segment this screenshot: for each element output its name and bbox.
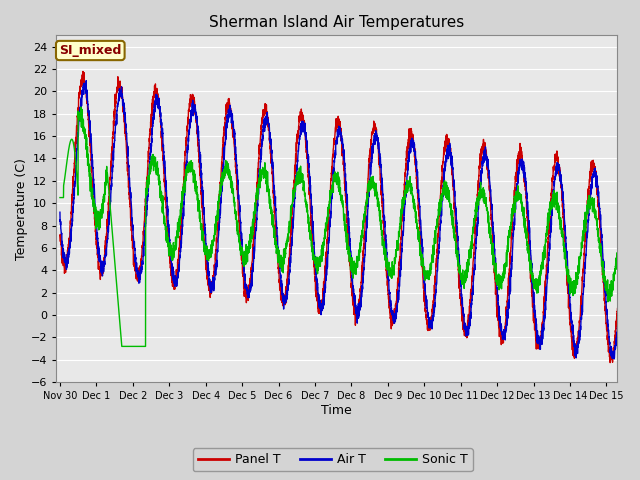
Title: Sherman Island Air Temperatures: Sherman Island Air Temperatures — [209, 15, 465, 30]
Sonic T — [56, 195, 64, 201]
Legend: Panel T, Air T, Sonic T: Panel T, Air T, Sonic T — [193, 448, 473, 471]
Panel T — [56, 232, 64, 238]
Sonic T — [298, 179, 306, 184]
Line: Air T: Air T — [60, 81, 625, 359]
Sonic T — [118, 344, 125, 349]
Sonic T — [575, 260, 583, 265]
Sonic T — [621, 209, 628, 215]
Panel T — [294, 136, 301, 142]
X-axis label: Time: Time — [321, 404, 352, 417]
Sonic T — [467, 243, 474, 249]
Panel T — [324, 219, 332, 225]
Line: Panel T: Panel T — [60, 72, 625, 363]
Panel T — [575, 318, 583, 324]
Panel T — [467, 298, 474, 303]
Panel T — [604, 333, 611, 338]
Air T — [467, 315, 474, 321]
Line: Sonic T: Sonic T — [60, 107, 625, 347]
Panel T — [621, 194, 628, 200]
Sonic T — [604, 277, 611, 283]
Sonic T — [324, 205, 332, 211]
Air T — [56, 209, 64, 215]
Panel T — [79, 69, 87, 74]
Y-axis label: Temperature (C): Temperature (C) — [15, 158, 28, 260]
Air T — [324, 239, 332, 244]
Air T — [621, 220, 628, 226]
Panel T — [606, 360, 614, 366]
Air T — [604, 320, 611, 326]
Sonic T — [77, 104, 84, 110]
Panel T — [298, 109, 306, 115]
Air T — [611, 356, 618, 362]
Air T — [83, 78, 90, 84]
Text: SI_mixed: SI_mixed — [59, 44, 122, 57]
Air T — [294, 163, 301, 169]
Sonic T — [294, 180, 301, 186]
Air T — [575, 332, 583, 337]
Air T — [298, 123, 306, 129]
